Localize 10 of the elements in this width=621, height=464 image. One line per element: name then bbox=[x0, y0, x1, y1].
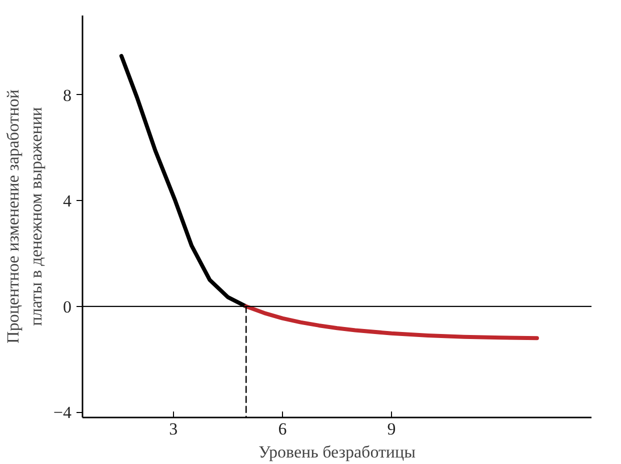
y-tick-label: −4 bbox=[53, 403, 72, 422]
x-axis-title: Уровень безработицы bbox=[258, 442, 416, 462]
x-tick-label: 3 bbox=[169, 420, 178, 438]
x-tick-label: 6 bbox=[278, 420, 287, 438]
y-tick-label: 8 bbox=[63, 86, 72, 105]
y-axis-title: Процентное изменение заработной платы в денежном выражении bbox=[4, 90, 46, 344]
y-tick-label: 0 bbox=[63, 297, 72, 316]
y-tick-label: 4 bbox=[63, 192, 72, 211]
line-series bbox=[244, 304, 539, 340]
x-tick-label: 9 bbox=[387, 420, 396, 438]
